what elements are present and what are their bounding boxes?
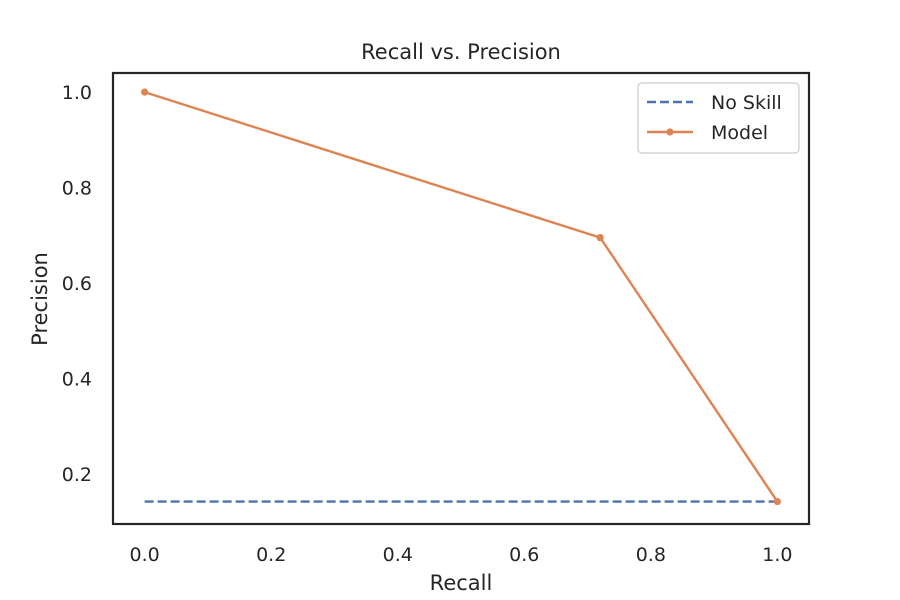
legend-label-no-skill: No Skill [711,92,782,114]
x-axis-label: Recall [430,571,493,595]
x-axis-ticks: 0.0 0.2 0.4 0.6 0.8 1.0 [130,544,793,566]
x-tick-label: 0.2 [256,544,286,566]
plot-frame [111,71,811,526]
y-axis-label: Precision [28,252,52,346]
legend-box [637,82,800,154]
x-tick-label: 0.4 [383,544,413,566]
x-tick-label: 0.6 [509,544,539,566]
legend: No Skill Model [637,82,800,154]
x-tick-label: 1.0 [762,544,792,566]
y-tick-label: 0.2 [62,464,92,486]
y-tick-label: 0.4 [62,368,92,390]
y-tick-label: 0.6 [62,273,92,295]
plot-area [111,71,811,526]
y-tick-label: 0.8 [62,178,92,200]
series-layer [141,88,781,506]
chart-title: Recall vs. Precision [361,40,561,64]
data-point-model [596,234,604,242]
x-tick-label: 0.8 [636,544,666,566]
x-tick-label: 0.0 [130,544,160,566]
data-point-model [141,88,149,96]
data-point-model [773,497,781,506]
legend-label-model: Model [711,122,768,144]
legend-marker-model [666,128,674,136]
y-axis-ticks: 0.2 0.4 0.6 0.8 1.0 [62,82,92,486]
y-tick-label: 1.0 [62,82,92,104]
